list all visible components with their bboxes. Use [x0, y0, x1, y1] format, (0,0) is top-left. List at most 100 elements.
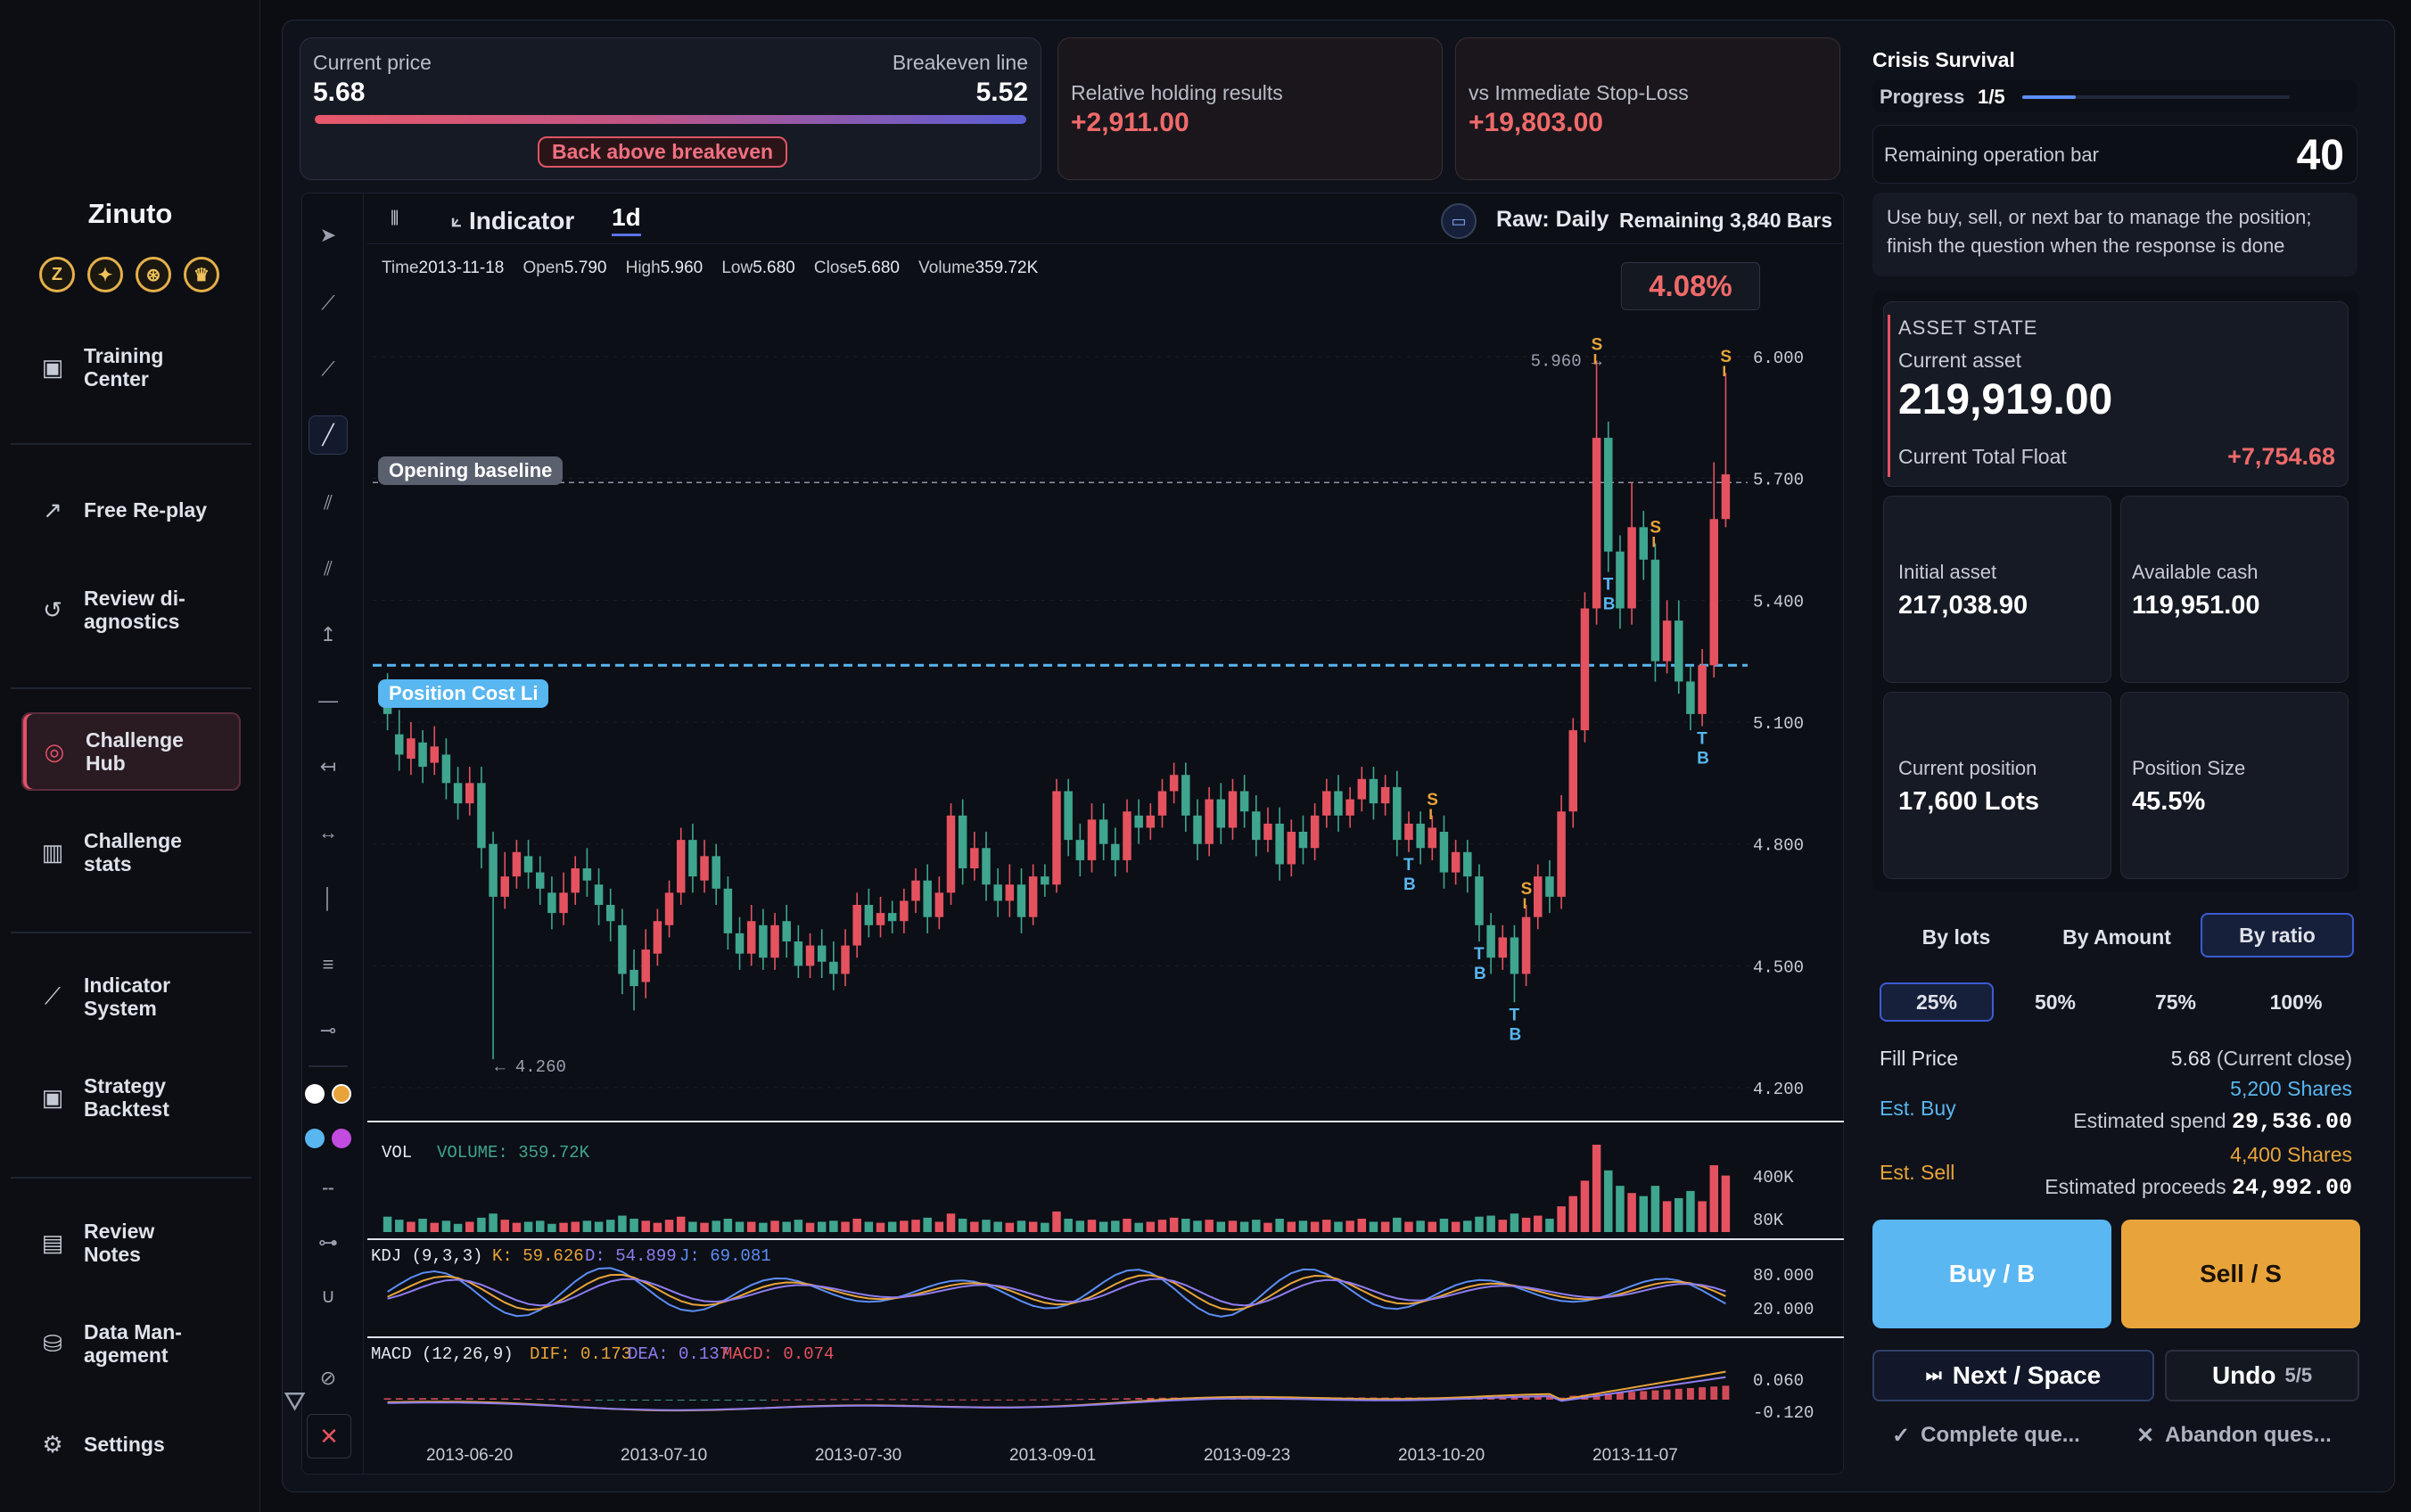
indicator-button[interactable]: ⟀ Indicator — [451, 207, 574, 235]
nav-review-notes[interactable]: ▤ Review Notes — [21, 1204, 241, 1282]
candle-body — [1357, 778, 1367, 800]
volume-bar — [1721, 1175, 1731, 1232]
candle-body — [676, 840, 686, 893]
ratio-25-button[interactable]: 25% — [1880, 982, 1994, 1022]
candle-body — [1239, 791, 1249, 812]
volume-bar — [1675, 1197, 1683, 1232]
tab-by-amount[interactable]: By Amount — [2062, 924, 2171, 949]
volume-bar — [1510, 1213, 1519, 1232]
measure-tool-icon[interactable]: ⊸ — [319, 1019, 337, 1041]
ratio-75-button[interactable]: 75% — [2154, 990, 2197, 1014]
kdj-d: D: 54.899 — [585, 1246, 677, 1266]
nav-review-diagnostics[interactable]: ↺ Review di-agnostics — [21, 571, 241, 649]
volume-bar — [700, 1222, 709, 1232]
position-size-value: 45.5% — [2132, 787, 2206, 816]
candle-body — [1698, 665, 1707, 714]
nav-free-replay[interactable]: ↗ Free Re-play — [21, 471, 241, 549]
candle-body — [958, 815, 967, 868]
ray-tool-icon[interactable]: ⟋ — [321, 357, 335, 380]
holding-value: +2,911.00 — [1071, 108, 1189, 137]
current-price-value: 5.68 — [313, 78, 366, 107]
parallel-channel-icon[interactable]: ⫽ — [324, 491, 333, 514]
macd-histogram-bar — [431, 1398, 439, 1400]
volume-bar — [970, 1221, 979, 1232]
volume-bar — [418, 1219, 427, 1232]
nav-data-management[interactable]: ⛁ Data Man-agement — [21, 1304, 241, 1383]
candle-body — [770, 924, 779, 958]
candle-body — [395, 734, 404, 755]
volume-bar — [512, 1222, 522, 1232]
candle-body — [1181, 775, 1190, 816]
current-position-card: Current position 17,600 Lots — [1883, 692, 2111, 879]
undo-count: 5/5 — [2284, 1364, 2313, 1386]
horizontal-line-icon[interactable]: — — [318, 689, 338, 711]
line-width-slider-icon[interactable]: ⊶ — [318, 1231, 338, 1253]
ratio-100-button[interactable]: 100% — [2269, 990, 2323, 1014]
trendline-tool-icon[interactable]: ╱ — [309, 415, 348, 455]
color-blue-swatch[interactable] — [305, 1129, 325, 1148]
sell-marker-t: I — [1593, 351, 1598, 368]
nav-strategy-backtest[interactable]: ▣ Strategy Backtest — [21, 1058, 241, 1137]
horizontal-ray-icon[interactable]: ↤ — [319, 755, 337, 777]
arrow-up-tool-icon[interactable]: ↥ — [319, 623, 337, 645]
line-style-icon[interactable]: ╌ — [322, 1178, 334, 1200]
next-bar-button[interactable]: ⏭ Next / Space — [1872, 1350, 2154, 1401]
volume-bar — [1393, 1217, 1402, 1232]
color-purple-swatch[interactable] — [332, 1129, 351, 1148]
image-chart-icon: ▣ — [41, 1083, 64, 1111]
candle-body — [1616, 551, 1625, 609]
kdj-title: KDJ (9,3,3) — [371, 1246, 483, 1266]
nav-settings[interactable]: ⚙ Settings — [21, 1405, 241, 1483]
volume-bar — [934, 1221, 944, 1232]
volume-bar — [489, 1213, 498, 1232]
tab-by-ratio[interactable]: By ratio — [2201, 913, 2354, 957]
display-toggle-icon[interactable]: ▭ — [1441, 203, 1477, 239]
candle-body — [1228, 791, 1238, 828]
undo-button[interactable]: Undo 5/5 — [2165, 1350, 2359, 1401]
macd-histogram-bar — [983, 1399, 990, 1401]
nav-training-center[interactable]: ▣ Training Center — [21, 328, 241, 407]
cursor-tool-icon[interactable]: ➤ — [319, 224, 337, 246]
high-marker: 5.960 → — [1531, 352, 1602, 372]
macd-histogram-bar — [1710, 1386, 1718, 1400]
volume-bar — [1428, 1221, 1437, 1232]
vertical-line-icon[interactable]: │ — [322, 887, 334, 909]
candle-body — [653, 921, 662, 954]
candle-type-icon[interactable]: ⫴ — [391, 207, 399, 229]
macd-histogram-bar — [1135, 1398, 1143, 1400]
abandon-question-button[interactable]: ✕ Abandon ques... — [2136, 1423, 2332, 1449]
asset-state-label: ASSET STATE — [1898, 316, 2038, 339]
complete-question-button[interactable]: ✓ Complete que... — [1892, 1423, 2080, 1449]
volume-bar — [1698, 1201, 1707, 1232]
stats-icon: ▥ — [41, 838, 64, 866]
hide-drawings-icon[interactable]: ⊘ — [319, 1367, 337, 1389]
trend-icon: ↗ — [43, 496, 62, 523]
horizontal-segment-icon[interactable]: ↔ — [318, 821, 338, 843]
buy-button[interactable]: Buy / B — [1872, 1220, 2111, 1328]
clear-drawings-button[interactable]: ✕ — [307, 1414, 351, 1459]
candle-body — [500, 876, 509, 897]
volume-bar — [535, 1220, 545, 1232]
sell-button[interactable]: Sell / S — [2121, 1220, 2360, 1328]
ratio-50-button[interactable]: 50% — [2034, 990, 2077, 1014]
candlestick-chart[interactable]: 6.000 5.700 5.400 5.100 4.800 4.500 4.200 ← 4.2… — [367, 250, 1844, 1475]
nav-indicator-system[interactable]: ⟋ Indicator System — [21, 957, 241, 1036]
macd-histogram-bar — [1510, 1396, 1518, 1400]
text-tool-icon[interactable]: ≡ — [322, 953, 334, 975]
candle-body — [817, 945, 827, 962]
stoploss-value: +19,803.00 — [1469, 108, 1603, 137]
nav-challenge-hub[interactable]: ◎ Challenge Hub — [21, 712, 241, 791]
tab-by-lots[interactable]: By lots — [1921, 924, 1991, 949]
nav-challenge-stats[interactable]: ▥ Challenge stats — [21, 813, 241, 892]
candle-body — [934, 892, 944, 917]
segment-tool-icon[interactable]: ⟋ — [321, 292, 335, 314]
color-orange-swatch[interactable] — [332, 1084, 351, 1104]
volume-bar — [1568, 1196, 1578, 1232]
color-white-swatch[interactable] — [305, 1084, 325, 1104]
x-tick-label: 2013-07-30 — [815, 1446, 901, 1465]
timeframe-tab[interactable]: 1d — [612, 203, 641, 236]
progress-track — [2022, 95, 2290, 99]
magnet-icon[interactable]: ∪ — [320, 1285, 336, 1307]
channel-tool-icon[interactable]: ⫽ — [324, 557, 333, 579]
volume-bar — [817, 1221, 827, 1232]
